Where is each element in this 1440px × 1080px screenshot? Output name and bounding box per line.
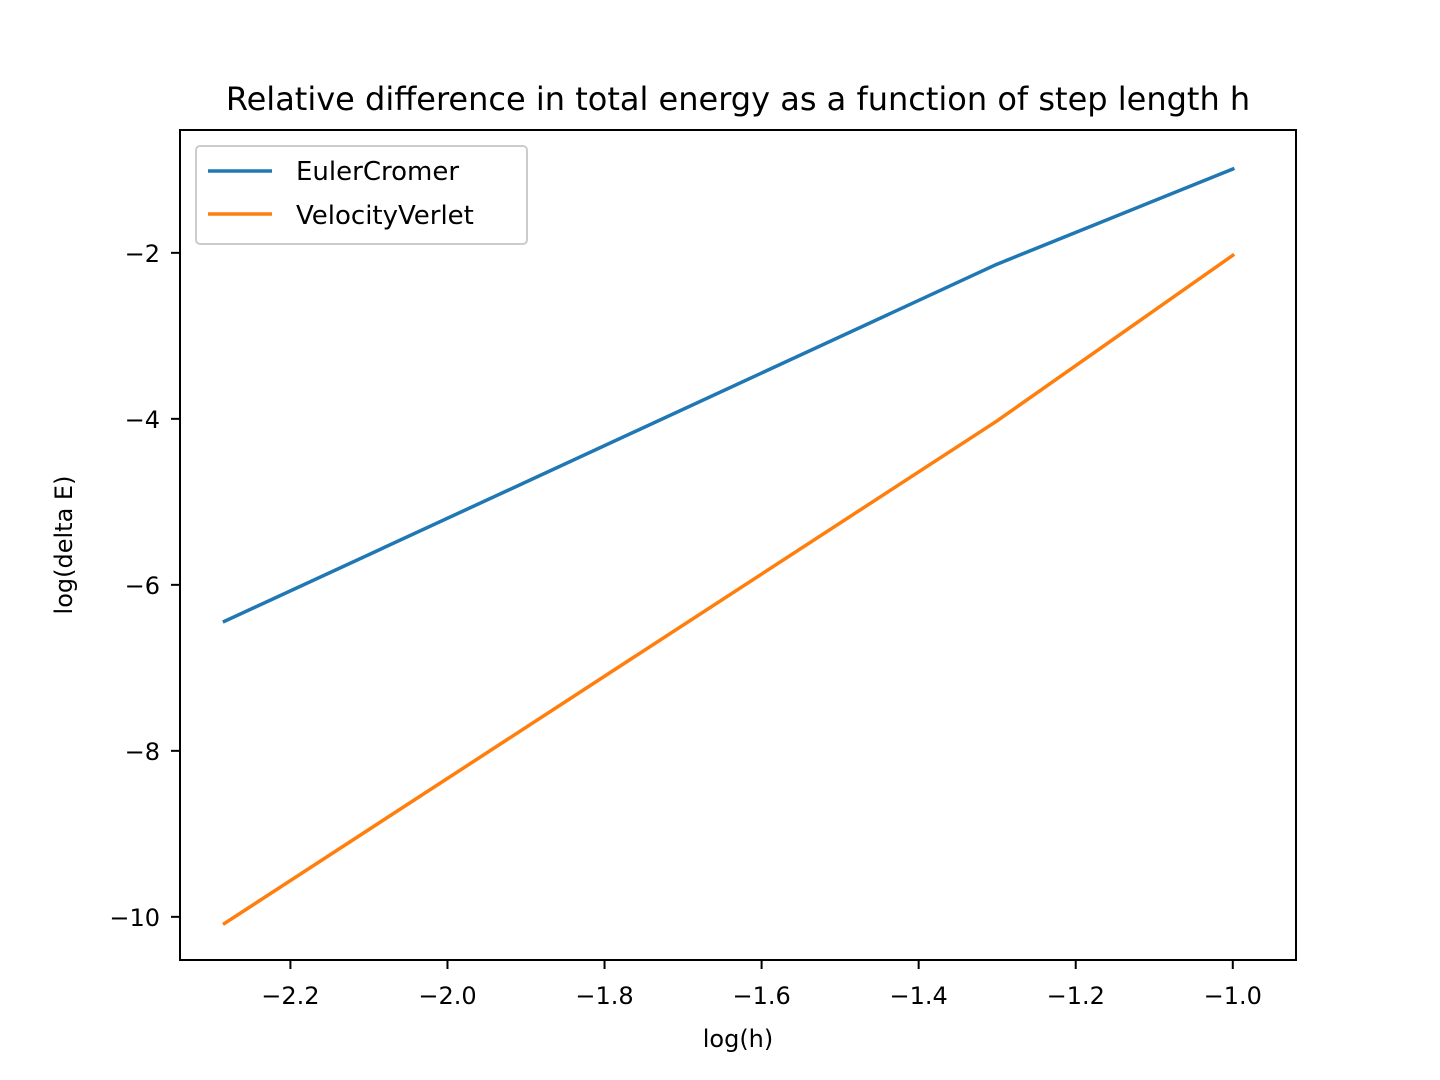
y-tick-label: −4 <box>125 406 160 434</box>
x-axis-ticks: −2.2 −2.0 −1.8 −1.6 −1.4 −1.2 −1.0 <box>261 960 1262 1010</box>
x-tick-label: −1.8 <box>575 982 633 1010</box>
chart-title: Relative difference in total energy as a… <box>226 80 1250 118</box>
x-tick-label: −1.4 <box>890 982 948 1010</box>
y-tick-label: −2 <box>125 240 160 268</box>
x-tick-label: −2.2 <box>261 982 319 1010</box>
plot-frame <box>179 129 1297 961</box>
series-lines <box>222 166 1236 926</box>
legend-label-velocityverlet: VelocityVerlet <box>296 201 474 231</box>
y-tick-label: −8 <box>125 738 160 766</box>
x-tick-label: −1.2 <box>1047 982 1105 1010</box>
legend: EulerCromer VelocityVerlet <box>195 145 528 245</box>
series-line-velocityverlet <box>222 252 1236 926</box>
y-axis-ticks: −2 −4 −6 −8 −10 <box>109 240 180 932</box>
y-tick-label: −6 <box>125 572 160 600</box>
y-axis-label: log(delta E) <box>50 476 78 615</box>
x-axis-label: log(h) <box>703 1025 774 1053</box>
x-tick-label: −1.0 <box>1204 982 1262 1010</box>
legend-label-eulercromer: EulerCromer <box>296 157 459 187</box>
series-line-eulercromer <box>222 166 1236 624</box>
x-tick-label: −2.0 <box>418 982 476 1010</box>
y-tick-label: −10 <box>109 904 160 932</box>
x-tick-label: −1.6 <box>732 982 790 1010</box>
legend-box <box>195 145 528 245</box>
